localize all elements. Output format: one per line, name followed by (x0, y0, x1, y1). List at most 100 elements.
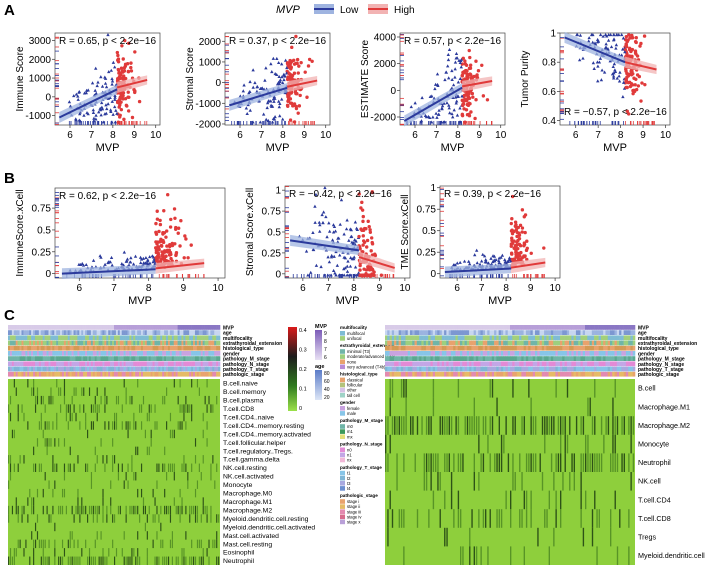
data-point-low (99, 101, 104, 105)
heatmap-cell (25, 539, 27, 549)
heatmap-cell (198, 387, 200, 396)
data-point-low (285, 66, 289, 70)
data-point-high (299, 60, 303, 65)
heatmap-cell (196, 480, 199, 489)
data-point-low (96, 80, 100, 84)
annotation-cell (566, 325, 570, 330)
annotation-cell (573, 335, 577, 341)
annotation-cell (478, 356, 481, 361)
annotation-cell (462, 361, 465, 367)
annotation-cell (437, 356, 440, 361)
annotation-cell (389, 340, 393, 346)
annotation-track-label: pathologic_stage (223, 372, 264, 378)
annotation-cell (510, 325, 513, 330)
data-point-low (86, 88, 90, 92)
annotation-cell (398, 366, 402, 372)
annotation-cell (54, 330, 57, 335)
annotation-cell (475, 356, 479, 361)
x-tick-label: 8 (110, 130, 116, 141)
annotation-cell (630, 345, 634, 351)
data-point-low (353, 265, 358, 269)
scale-tick: 60 (324, 379, 330, 385)
fit-high-line (510, 261, 546, 269)
data-point-low (265, 101, 270, 105)
heatmap-cell (69, 463, 71, 472)
annotation-cell (389, 361, 393, 367)
annotation-cell (553, 361, 556, 367)
annotation-cell (218, 361, 221, 367)
annotation-cell (189, 371, 192, 377)
annotation-cell (450, 366, 454, 372)
annotation-cell (437, 330, 440, 335)
annotation-cell (42, 361, 45, 367)
annotation-cell (19, 330, 22, 335)
annotation-cell (521, 366, 524, 372)
annotation-cell (56, 361, 59, 367)
heatmap-cell (193, 505, 195, 515)
annotation-cell (13, 325, 17, 330)
heatmap-cell (115, 548, 118, 557)
data-point-low (459, 65, 463, 69)
heatmap-cell (144, 505, 146, 515)
annotation-cell (455, 361, 459, 367)
annotation-cell (94, 345, 97, 351)
annotation-cell (475, 340, 479, 346)
annotation-cell (198, 325, 202, 330)
annotation-cell (535, 356, 538, 361)
annotation-cell (457, 345, 461, 351)
heatmap-row-label: Monocyte (223, 482, 253, 489)
annotation-cell (150, 356, 153, 361)
annotation-cell (387, 361, 390, 367)
annotation-cell (546, 325, 549, 330)
data-point-high (471, 95, 475, 99)
annotation-cell (36, 356, 40, 361)
annotation-cell (487, 335, 490, 341)
annotation-cell (546, 330, 549, 335)
annotation-cell (133, 366, 136, 372)
heatmap-cell (73, 556, 75, 565)
data-point-high (296, 71, 300, 75)
annotation-track (8, 340, 221, 346)
data-point-low (455, 113, 460, 117)
data-point-low (82, 113, 86, 117)
annotation-cell (535, 366, 538, 372)
annotation-cell (469, 361, 472, 367)
annotation-cell (541, 361, 545, 367)
annotation-cell (600, 351, 604, 356)
annotation-cell (453, 351, 456, 356)
data-point-low (247, 91, 251, 95)
annotation-cell (478, 361, 481, 367)
annotation-cell (198, 361, 202, 367)
annotation-cell (131, 325, 134, 330)
annotation-cell (98, 335, 101, 341)
annotation-cell (181, 325, 184, 330)
annotation-cell (550, 335, 554, 341)
data-point-low (148, 261, 152, 265)
annotation-cell (92, 325, 96, 330)
scale-tick: 40 (324, 387, 330, 393)
heatmap-cell (11, 429, 14, 439)
fit-high-line (358, 256, 395, 269)
annotation-cell (48, 330, 51, 335)
heatmap-cell (19, 455, 21, 464)
heatmap-cell (42, 429, 44, 439)
heatmap-cell (106, 455, 108, 464)
annotation-cell (603, 340, 606, 346)
annotation-cell (571, 340, 574, 346)
data-point-high (463, 120, 467, 124)
annotation-cell (425, 345, 429, 351)
annotation-cell (206, 361, 209, 367)
annotation-cell (125, 361, 128, 367)
annotation-cell (119, 340, 123, 346)
annotation-cell (110, 361, 113, 367)
annotation-cell (578, 325, 581, 330)
annotation-cell (156, 330, 159, 335)
correlation-annotation: R = 0.39, p < 2.2e−16 (444, 189, 541, 200)
annotation-cell (512, 325, 515, 330)
annotation-cell (100, 325, 103, 330)
annotation-cell (61, 340, 65, 346)
annotation-cell (610, 335, 613, 341)
annotation-cell (414, 351, 418, 356)
annotation-cell (108, 371, 111, 377)
annotation-cell (555, 325, 559, 330)
